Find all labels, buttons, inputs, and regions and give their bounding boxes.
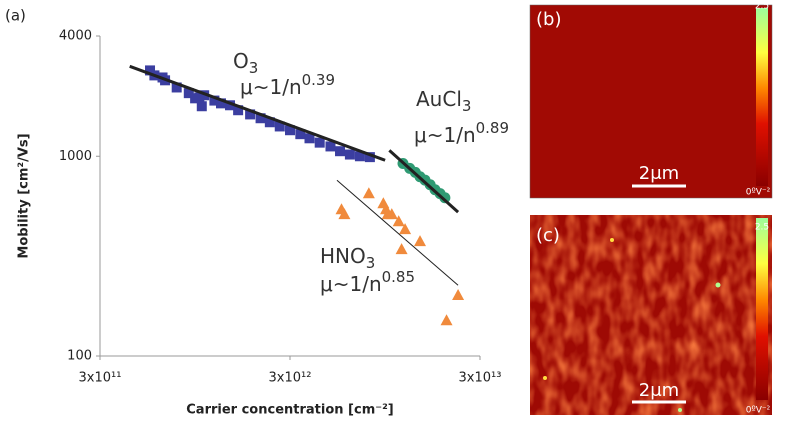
annotation-formula: μ~1/n0.39 xyxy=(240,71,335,99)
data-point xyxy=(314,137,325,148)
formula-exponent: 0.85 xyxy=(382,268,415,286)
label-text: HNO xyxy=(320,244,366,268)
data-point xyxy=(215,98,226,109)
spot xyxy=(715,282,721,288)
panel-label: (b) xyxy=(536,9,561,30)
data-point xyxy=(344,149,355,160)
data-point xyxy=(171,82,182,93)
y-tick-label: 100 xyxy=(67,349,92,364)
x-axis-label: Carrier concentration [cm⁻²] xyxy=(186,403,394,418)
data-point xyxy=(245,109,256,120)
data-point xyxy=(440,314,453,326)
data-point xyxy=(264,117,275,128)
spot xyxy=(610,238,614,242)
fit-line xyxy=(388,149,460,214)
scale-bar-label: 2μm xyxy=(639,380,679,401)
data-point xyxy=(225,100,236,111)
data-point xyxy=(304,133,315,144)
data-point xyxy=(364,152,375,163)
colorbar-min: 0ºV⁻² xyxy=(746,188,771,198)
y-tick-label: 1000 xyxy=(59,149,92,164)
annotation-label: AuCl3 xyxy=(416,87,471,115)
colorbar-max: 2.5 xyxy=(755,223,769,233)
data-point xyxy=(362,187,375,199)
annotation-label: HNO3 xyxy=(320,244,375,272)
panel-c: (c) 2μm 2.5 0ºV⁻² xyxy=(530,215,772,416)
data-point xyxy=(395,243,408,255)
label-subscript: 3 xyxy=(249,59,259,77)
data-point xyxy=(325,141,336,152)
data-point xyxy=(196,101,207,112)
formula-text: μ~1/n xyxy=(320,272,382,296)
data-point xyxy=(233,105,244,116)
x-tick-label: 3x10¹¹ xyxy=(79,371,122,386)
panel-label: (a) xyxy=(5,7,26,25)
x-tick-label: 3x10¹³ xyxy=(459,371,502,386)
data-point xyxy=(285,125,295,136)
formula-exponent: 0.89 xyxy=(476,119,509,137)
y-tick-label: 4000 xyxy=(59,29,92,44)
data-point xyxy=(354,151,365,162)
x-tick-label: 3x10¹² xyxy=(269,371,312,386)
data-point xyxy=(399,223,412,235)
annotation-formula: μ~1/n0.89 xyxy=(414,119,509,147)
label-text: O xyxy=(233,49,249,73)
formula-exponent: 0.39 xyxy=(302,71,335,89)
data-point xyxy=(295,129,306,140)
formula-text: μ~1/n xyxy=(240,75,302,99)
colorbar xyxy=(756,218,768,400)
image xyxy=(529,4,773,199)
data-point xyxy=(385,208,398,220)
label-text: AuCl xyxy=(416,87,462,111)
annotation-formula: μ~1/n0.85 xyxy=(320,268,415,296)
panel-label: (c) xyxy=(536,225,560,246)
data-point xyxy=(452,289,465,301)
data-point xyxy=(439,192,451,204)
image-texture xyxy=(530,215,772,415)
colorbar-max: 2.5 xyxy=(755,2,769,12)
spot xyxy=(678,408,682,412)
data-point xyxy=(209,95,220,106)
y-axis-label: Mobility [cm²/Vs] xyxy=(17,133,32,258)
data-point xyxy=(338,208,351,220)
data-point xyxy=(255,113,266,124)
data-point xyxy=(274,121,285,132)
formula-text: μ~1/n xyxy=(414,123,476,147)
annotation-label: O3 xyxy=(233,49,258,77)
data-point xyxy=(414,235,427,247)
scale-bar-label: 2μm xyxy=(639,163,679,184)
data-point xyxy=(335,146,346,157)
spot xyxy=(543,376,547,380)
data-point xyxy=(392,215,405,227)
label-subscript: 3 xyxy=(462,97,472,115)
fit-line xyxy=(336,179,459,286)
fit-line xyxy=(129,64,386,162)
colorbar xyxy=(756,8,768,186)
panel-b: (b) 2μm 2.5 0ºV⁻² xyxy=(529,2,773,199)
data-point xyxy=(183,88,194,99)
label-subscript: 3 xyxy=(366,254,376,272)
colorbar-min: 0ºV⁻² xyxy=(746,406,771,416)
